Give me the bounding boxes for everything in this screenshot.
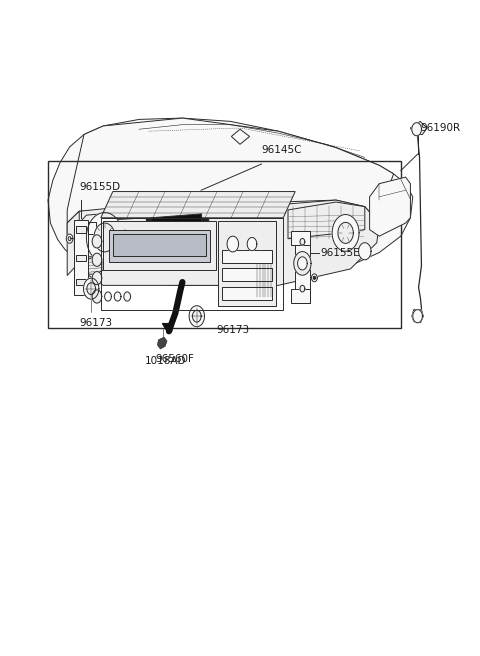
- Polygon shape: [48, 118, 413, 285]
- Polygon shape: [103, 221, 216, 270]
- Polygon shape: [88, 222, 96, 234]
- Polygon shape: [146, 211, 209, 241]
- Polygon shape: [74, 220, 88, 295]
- Polygon shape: [227, 236, 239, 252]
- Polygon shape: [86, 213, 123, 262]
- Polygon shape: [157, 337, 167, 349]
- Polygon shape: [68, 237, 71, 241]
- Polygon shape: [67, 200, 379, 285]
- Polygon shape: [359, 243, 371, 260]
- Polygon shape: [192, 310, 201, 322]
- Polygon shape: [298, 257, 307, 270]
- Polygon shape: [288, 202, 365, 239]
- Polygon shape: [222, 250, 272, 263]
- Polygon shape: [291, 231, 310, 245]
- Polygon shape: [291, 289, 310, 303]
- Polygon shape: [332, 215, 359, 251]
- Polygon shape: [84, 278, 99, 299]
- Polygon shape: [412, 123, 421, 136]
- Polygon shape: [101, 192, 295, 218]
- Text: 96173: 96173: [216, 325, 249, 335]
- Text: 96173: 96173: [79, 318, 112, 328]
- Polygon shape: [151, 214, 202, 236]
- Polygon shape: [222, 268, 272, 281]
- Polygon shape: [109, 230, 210, 262]
- Polygon shape: [92, 290, 102, 303]
- Polygon shape: [412, 310, 423, 323]
- Polygon shape: [118, 230, 132, 249]
- Polygon shape: [94, 223, 115, 252]
- Polygon shape: [67, 211, 79, 276]
- Polygon shape: [113, 223, 137, 256]
- Polygon shape: [76, 279, 86, 285]
- Polygon shape: [370, 177, 410, 236]
- Text: 96155E: 96155E: [320, 247, 360, 258]
- Polygon shape: [74, 210, 149, 257]
- Polygon shape: [105, 292, 111, 301]
- Polygon shape: [313, 277, 315, 279]
- Text: 96190R: 96190R: [420, 123, 460, 133]
- Polygon shape: [218, 221, 276, 306]
- Polygon shape: [162, 323, 174, 333]
- Polygon shape: [247, 237, 257, 251]
- Polygon shape: [76, 226, 86, 233]
- Text: 96560F: 96560F: [156, 354, 194, 364]
- Polygon shape: [66, 234, 73, 243]
- Polygon shape: [338, 222, 353, 243]
- Polygon shape: [92, 253, 102, 266]
- Polygon shape: [300, 239, 305, 245]
- Polygon shape: [410, 121, 427, 134]
- Polygon shape: [413, 310, 422, 323]
- Polygon shape: [113, 218, 146, 240]
- Polygon shape: [124, 292, 131, 301]
- Polygon shape: [294, 252, 311, 275]
- Polygon shape: [300, 285, 305, 292]
- Polygon shape: [222, 287, 272, 300]
- Polygon shape: [312, 274, 317, 281]
- Polygon shape: [295, 231, 310, 303]
- Polygon shape: [88, 281, 96, 293]
- Text: 1018AD: 1018AD: [145, 356, 186, 365]
- Text: 96145C: 96145C: [262, 146, 302, 155]
- Polygon shape: [92, 235, 102, 248]
- Text: 96155D: 96155D: [80, 182, 121, 192]
- Polygon shape: [67, 118, 394, 223]
- Polygon shape: [113, 234, 206, 256]
- Polygon shape: [81, 257, 103, 274]
- Polygon shape: [76, 255, 86, 261]
- Polygon shape: [92, 272, 102, 285]
- Polygon shape: [231, 129, 250, 144]
- Polygon shape: [114, 292, 121, 301]
- Polygon shape: [87, 283, 96, 295]
- Polygon shape: [189, 306, 204, 327]
